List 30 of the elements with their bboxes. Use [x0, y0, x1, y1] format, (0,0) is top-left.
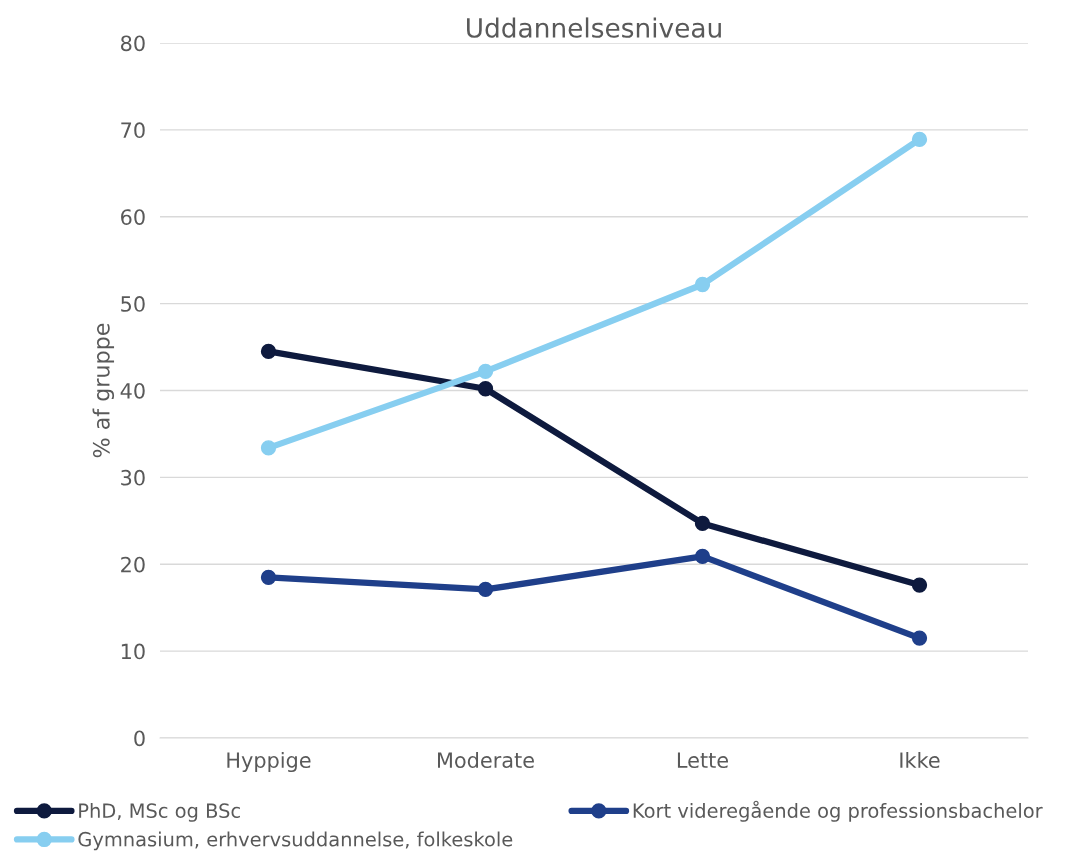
- point: [911, 630, 928, 646]
- y-axis-title: % af gruppe: [92, 323, 115, 458]
- point: [260, 343, 277, 360]
- chart-title: Uddannelsesniveau: [467, 17, 721, 38]
- y-tick-label: 40: [120, 382, 145, 399]
- legend-label: Kort videregående og professionsbachelor: [633, 800, 1043, 822]
- point: [260, 569, 277, 585]
- point: [911, 577, 928, 593]
- point: [694, 515, 711, 532]
- point: [477, 581, 494, 598]
- x-tick-label: Hyppige: [227, 751, 311, 773]
- x-tick-label: Lette: [677, 752, 728, 769]
- point: [694, 276, 711, 293]
- y-tick-label: 0: [134, 730, 145, 747]
- point: [477, 363, 494, 380]
- y-tick-label: 30: [121, 469, 145, 486]
- legend-label: PhD, MSc og BSc: [79, 802, 240, 822]
- y-tick-label: 80: [121, 35, 145, 52]
- y-tick-label: 60: [121, 209, 145, 225]
- y-tick-label: 50: [121, 296, 145, 312]
- point: [911, 131, 928, 148]
- x-tick-label: Moderate: [438, 751, 534, 769]
- point: [260, 440, 277, 456]
- y-tick-label: 20: [121, 556, 145, 573]
- legend-label: Gymnasium, erhvervsuddannelse, folkeskole: [78, 831, 513, 851]
- x-tick-label: Ikke: [900, 751, 940, 769]
- y-tick-label: 10: [121, 643, 145, 660]
- y-tick-label: 70: [121, 122, 145, 139]
- point: [477, 381, 494, 397]
- point: [694, 548, 711, 565]
